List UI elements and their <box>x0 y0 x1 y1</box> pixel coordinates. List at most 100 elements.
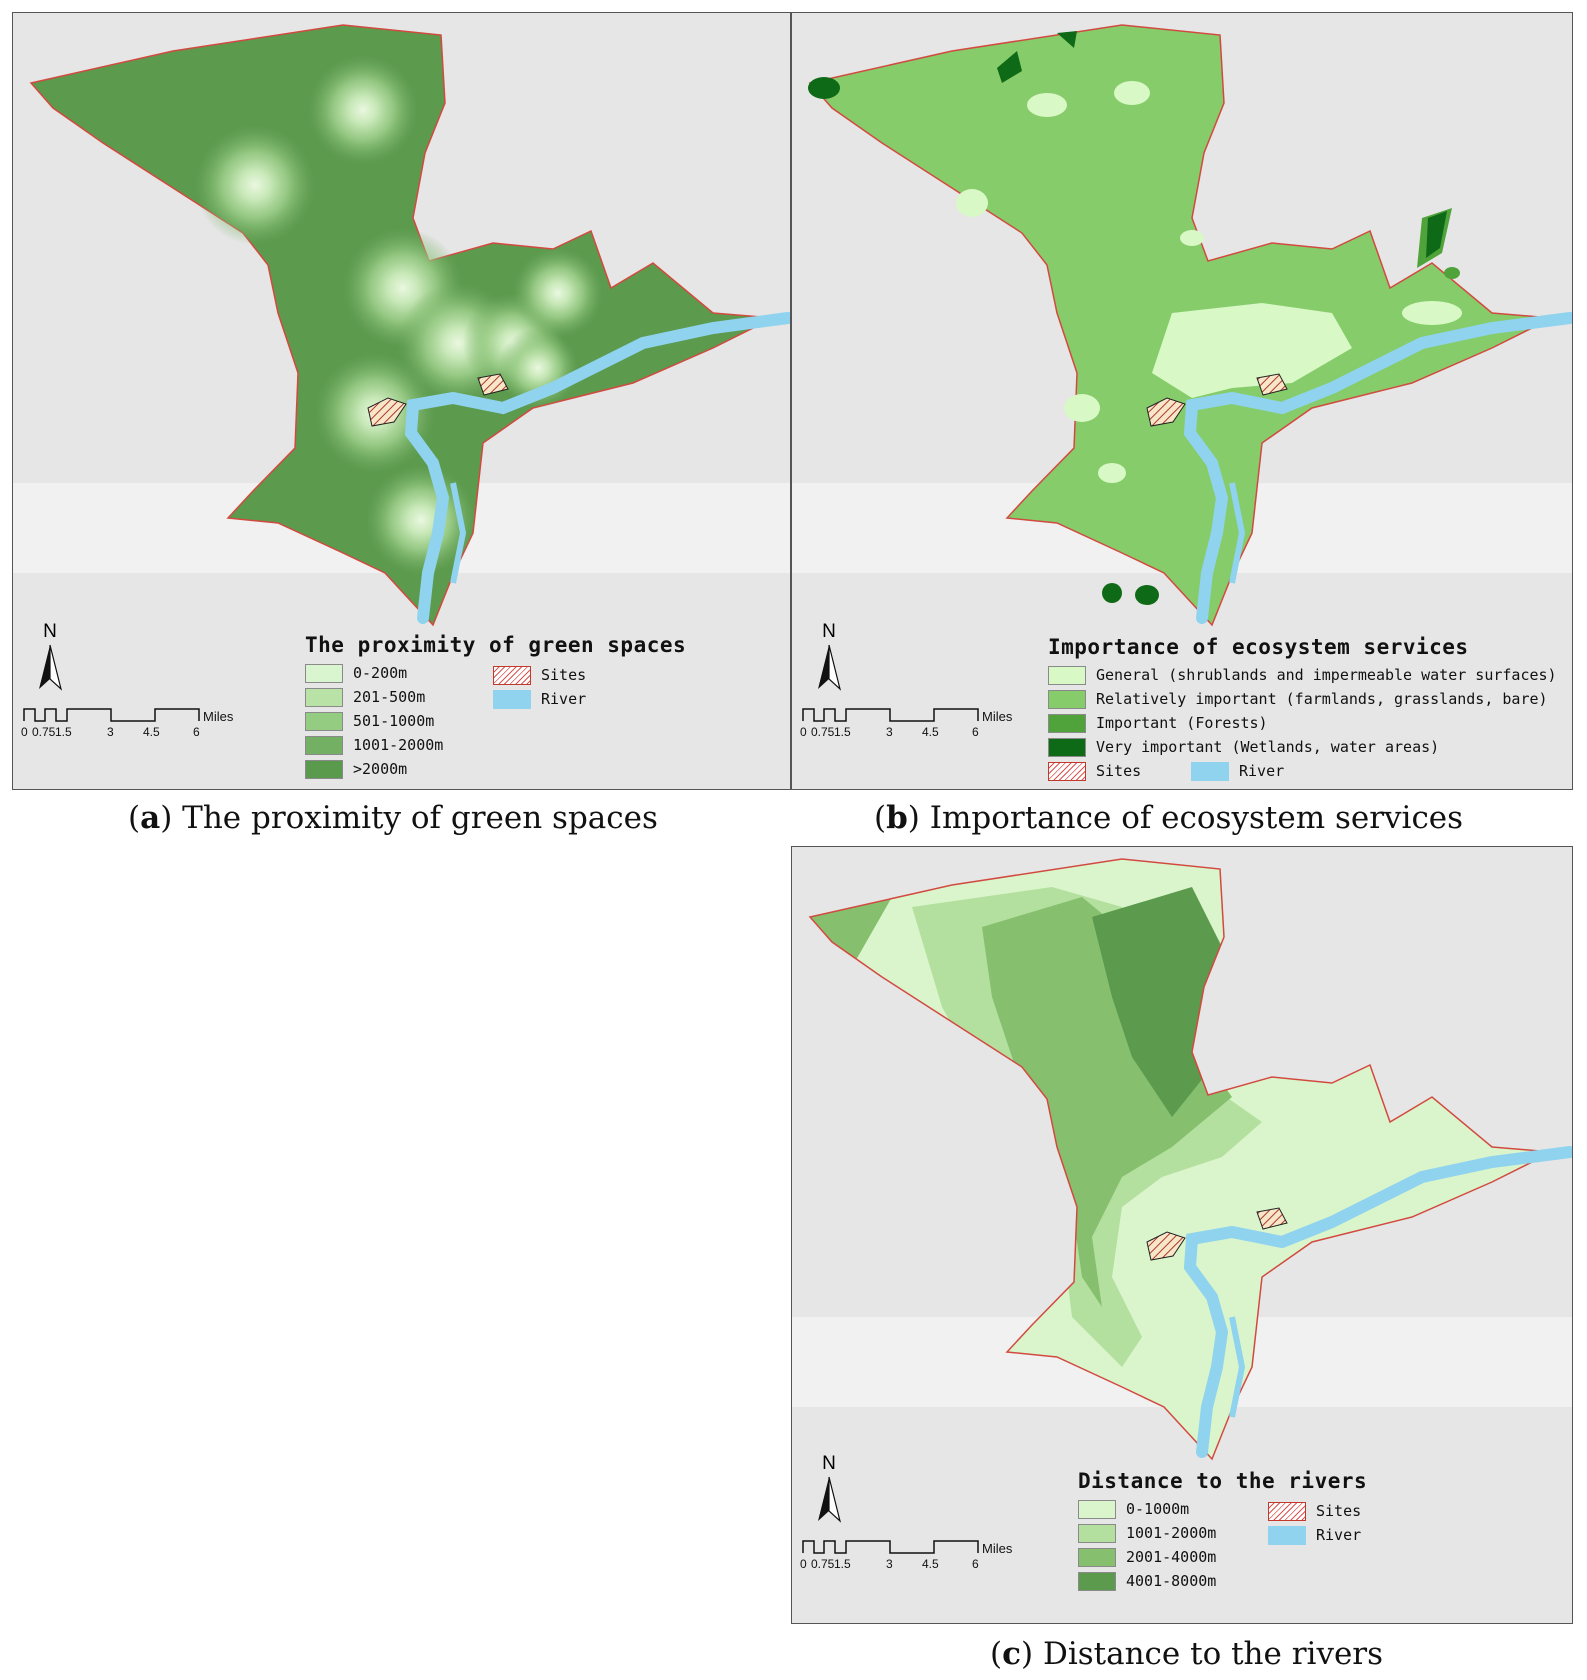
scale-tick: 6 <box>193 725 200 739</box>
site-a-1 <box>477 373 509 396</box>
scale-tick: 0 <box>21 725 28 739</box>
river-c <box>1183 1146 1572 1458</box>
legend-swatch <box>305 735 343 755</box>
caption-a: (a) The proximity of green spaces <box>128 800 658 836</box>
river-c-branch <box>1229 1316 1246 1418</box>
caption-text: Importance of ecosystem services <box>919 800 1464 836</box>
legend-item: Important (Forests) <box>1048 711 1568 735</box>
legend-item: 1001-2000m <box>1078 1521 1558 1545</box>
study-area-c <box>808 858 1555 1461</box>
legend-swatch <box>305 711 343 731</box>
caption-b: (b) Importance of ecosystem services <box>874 800 1464 836</box>
north-arrow-b: N <box>814 621 844 698</box>
legend-label: Sites <box>1316 1502 1362 1520</box>
legend-label: River <box>1239 762 1285 780</box>
scale-bar-graphic <box>802 708 979 722</box>
caption-text: Distance to the rivers <box>1033 1636 1384 1672</box>
site-b-2 <box>1146 397 1186 427</box>
legend-title: Distance to the rivers <box>1078 1469 1368 1493</box>
legend-label: Sites <box>1096 762 1142 780</box>
river-a-branch <box>450 482 467 584</box>
legend-sites-river: Sites River <box>1048 759 1568 783</box>
river-b <box>1183 312 1572 624</box>
scale-bar-graphic <box>802 1540 979 1554</box>
legend-swatch <box>305 687 343 707</box>
caption-letter: a <box>140 800 161 836</box>
legend-swatch <box>1078 1571 1116 1591</box>
map-panel-b: N Miles 0 0.75 1.5 3 4.5 6 Importance of… <box>791 12 1573 790</box>
legend-a: The proximity of green spaces 0-200m 201… <box>305 633 785 783</box>
scale-bar-a: Miles 0 0.75 1.5 3 4.5 6 <box>19 707 249 747</box>
legend-label: 501-1000m <box>353 712 435 730</box>
legend-label: 0-200m <box>353 664 408 682</box>
river-b-branch <box>1229 482 1246 584</box>
legend-item: 4001-8000m <box>1078 1569 1558 1593</box>
legend-item: 2001-4000m <box>1078 1545 1558 1569</box>
river-a <box>404 312 790 624</box>
legend-label: Sites <box>541 666 587 684</box>
legend-label: 2001-4000m <box>1126 1548 1217 1566</box>
sites-swatch <box>1048 761 1086 781</box>
legend-sites: Sites <box>493 663 586 687</box>
site-b-1 <box>1256 373 1288 396</box>
site-c-2 <box>1146 1231 1186 1261</box>
caption-letter: c <box>1002 1636 1021 1672</box>
legend-title: Importance of ecosystem services <box>1048 635 1469 659</box>
legend-item: 501-1000m <box>305 709 785 733</box>
scale-bar-c: Miles 0 0.75 1.5 3 4.5 6 <box>798 1539 1028 1579</box>
legend-swatch <box>1048 713 1086 733</box>
map-canvas-c <box>792 847 1572 1623</box>
legend-label: River <box>1316 1526 1362 1544</box>
legend-label: River <box>541 690 587 708</box>
wetland-patches <box>808 31 1447 605</box>
sites-swatch <box>493 665 531 685</box>
caption-c: (c) Distance to the rivers <box>990 1636 1384 1672</box>
north-arrow-c: N <box>814 1453 844 1530</box>
north-label: N <box>822 1453 836 1474</box>
legend-swatch <box>1048 737 1086 757</box>
legend-label: 1001-2000m <box>353 736 444 754</box>
north-label: N <box>822 621 836 642</box>
scale-tick: 3 <box>886 1557 893 1571</box>
scale-tick: 1.5 <box>834 725 851 739</box>
legend-label: 201-500m <box>353 688 426 706</box>
scale-tick: 0.75 <box>811 725 835 739</box>
legend-river: River <box>493 687 586 711</box>
river-swatch <box>1268 1525 1306 1545</box>
legend-item: 201-500m <box>305 685 785 709</box>
scale-unit: Miles <box>203 709 234 724</box>
scale-tick: 6 <box>972 725 979 739</box>
legend-b: Importance of ecosystem services General… <box>1048 635 1568 787</box>
legend-label: 4001-8000m <box>1126 1572 1217 1590</box>
legend-swatch <box>1048 665 1086 685</box>
scale-tick: 0.75 <box>32 725 56 739</box>
scale-tick: 0 <box>800 1557 807 1571</box>
scale-unit: Miles <box>982 709 1013 724</box>
legend-sites: Sites <box>1268 1499 1361 1523</box>
legend-label: 0-1000m <box>1126 1500 1190 1518</box>
scale-tick: 1.5 <box>55 725 72 739</box>
river-swatch <box>493 689 531 709</box>
legend-swatch <box>1078 1523 1116 1543</box>
scale-tick: 3 <box>886 725 893 739</box>
scale-bar-b: Miles 0 0.75 1.5 3 4.5 6 <box>798 707 1028 747</box>
legend-label: General (shrublands and impermeable wate… <box>1096 666 1557 684</box>
scale-tick: 3 <box>107 725 114 739</box>
legend-item: >2000m <box>305 757 785 781</box>
legend-swatch <box>1078 1499 1116 1519</box>
scale-tick: 0.75 <box>811 1557 835 1571</box>
legend-item: Relatively important (farmlands, grassla… <box>1048 687 1568 711</box>
caption-text: The proximity of green spaces <box>172 800 658 836</box>
proximity-halos <box>195 55 603 575</box>
legend-swatch <box>305 663 343 683</box>
map-canvas-a <box>13 13 790 789</box>
map-panel-c: N Miles 0 0.75 1.5 3 4.5 6 Distance to t… <box>791 846 1573 1624</box>
legend-c: Distance to the rivers 0-1000m 1001-2000… <box>1078 1469 1558 1599</box>
scale-tick: 4.5 <box>922 1557 939 1571</box>
general-class-patches <box>956 81 1462 483</box>
map-panel-a: N Miles 0 0.75 1.5 3 4.5 6 The proximity… <box>12 12 791 790</box>
scale-tick: 4.5 <box>922 725 939 739</box>
scale-unit: Miles <box>982 1541 1013 1556</box>
legend-label: Relatively important (farmlands, grassla… <box>1096 690 1548 708</box>
legend-item: 0-1000m <box>1078 1497 1558 1521</box>
